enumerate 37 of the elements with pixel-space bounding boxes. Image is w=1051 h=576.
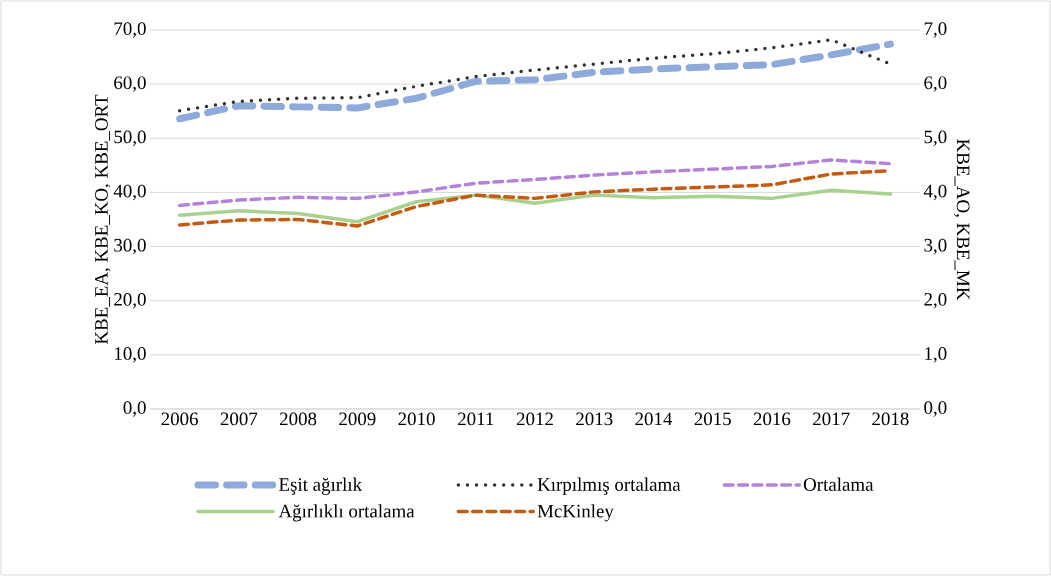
y-tick-label: 20,0: [114, 292, 146, 309]
y2-tick-label: 2,0: [924, 292, 947, 309]
y2-tick-label: 1,0: [925, 347, 947, 363]
legend-label: Kırpılmış ortalama: [537, 477, 681, 495]
y-axis-title: KBE_EA, KBE_KO, KBE_ORT: [95, 94, 111, 345]
x-tick-label: 2009: [339, 412, 376, 426]
y-tick-label: 0,0: [123, 401, 146, 417]
x-tick-label: 2014: [635, 412, 673, 426]
y-tick-label: 40,0: [113, 184, 146, 201]
y-tick-label: 10,0: [115, 347, 146, 363]
legend-label: McKinley: [537, 504, 614, 522]
y2-axis-title: KBE_AO, KBE_MK: [954, 139, 970, 301]
line-series: [177, 188, 893, 224]
legend-label: Ağırlıklı ortalama: [278, 504, 415, 522]
x-tick-label: 2018: [872, 412, 909, 426]
x-tick-label: 2016: [753, 412, 791, 426]
x-tick-label: 2015: [694, 412, 731, 426]
x-tick-label: 2012: [516, 412, 553, 426]
y2-tick-label: 3,0: [924, 238, 947, 255]
x-tick-label: 2010: [398, 412, 435, 426]
x-tick-label: 2017: [813, 412, 850, 426]
y-tick-label: 50,0: [114, 130, 146, 147]
y2-tick-label: 7,0: [924, 22, 947, 38]
y-tick-label: 60,0: [114, 76, 146, 92]
x-tick-label: 2013: [576, 412, 613, 426]
y2-tick-label: 6,0: [924, 76, 947, 92]
y2-tick-label: 4,0: [923, 184, 947, 201]
x-tick-label: 2008: [279, 412, 317, 426]
x-tick-label: 2007: [220, 412, 258, 426]
legend-label: Ortalama: [803, 477, 874, 491]
y-tick-label: 70,0: [114, 22, 146, 38]
legend-label: Eşit ağırlık: [279, 477, 363, 495]
x-tick-label: 2006: [161, 412, 198, 426]
y2-tick-label: 0,0: [924, 401, 947, 417]
x-tick-label: 2011: [458, 412, 494, 426]
y-tick-label: 30,0: [114, 238, 146, 255]
y2-tick-label: 5,0: [924, 130, 947, 147]
